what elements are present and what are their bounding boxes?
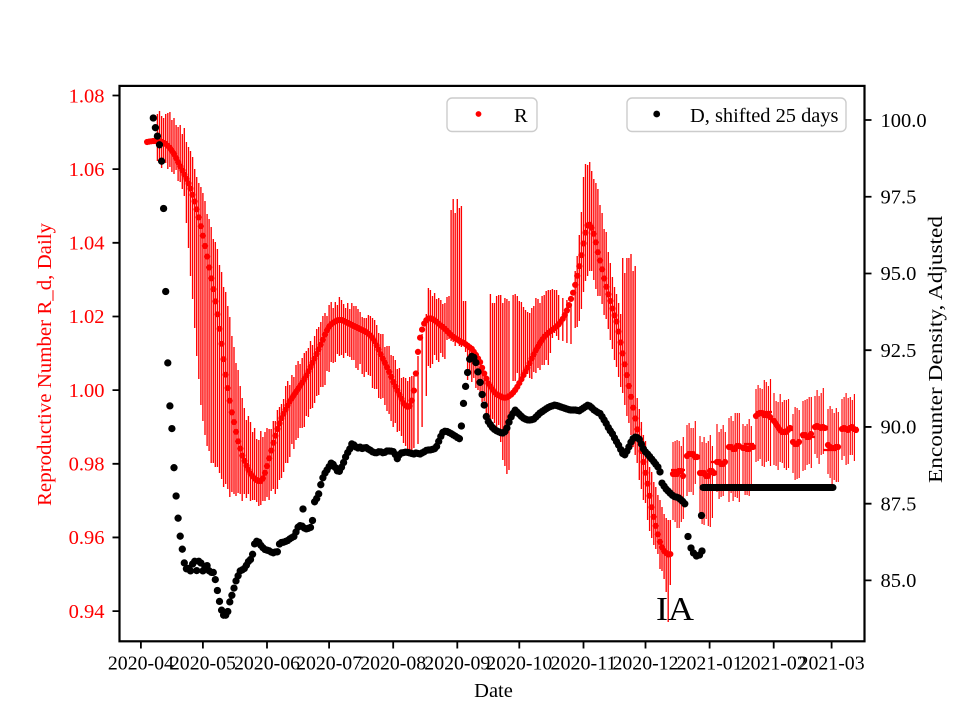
svg-text:2021-03: 2021-03 — [799, 653, 865, 675]
svg-text:2020-04: 2020-04 — [108, 653, 174, 675]
svg-text:IA: IA — [656, 591, 694, 628]
svg-text:1.08: 1.08 — [69, 85, 105, 107]
svg-text:87.5: 87.5 — [881, 493, 917, 515]
svg-text:Date: Date — [474, 680, 513, 702]
svg-text:2020-11: 2020-11 — [551, 653, 617, 675]
svg-text:2020-07: 2020-07 — [296, 653, 362, 675]
svg-text:2020-05: 2020-05 — [170, 653, 236, 675]
svg-text:0.98: 0.98 — [69, 454, 105, 476]
svg-text:2021-01: 2021-01 — [677, 653, 743, 675]
svg-text:90.0: 90.0 — [881, 417, 917, 439]
svg-text:85.0: 85.0 — [881, 570, 917, 592]
svg-text:92.5: 92.5 — [881, 340, 917, 362]
svg-text:2020-06: 2020-06 — [234, 653, 300, 675]
svg-text:2020-12: 2020-12 — [613, 653, 679, 675]
svg-text:1.04: 1.04 — [69, 233, 105, 255]
svg-text:2020-10: 2020-10 — [486, 653, 552, 675]
svg-text:2020-09: 2020-09 — [424, 653, 490, 675]
svg-text:0.94: 0.94 — [69, 601, 105, 623]
svg-text:100.0: 100.0 — [881, 110, 927, 132]
svg-text:Reproductive Number R_d, Daily: Reproductive Number R_d, Daily — [34, 222, 56, 506]
svg-text:2021-02: 2021-02 — [741, 653, 807, 675]
svg-text:1.00: 1.00 — [69, 380, 105, 402]
svg-text:Encounter Density, Adjusted: Encounter Density, Adjusted — [925, 216, 947, 483]
svg-text:1.02: 1.02 — [69, 306, 105, 328]
svg-text:D, shifted 25 days: D, shifted 25 days — [690, 105, 839, 127]
svg-text:1.06: 1.06 — [69, 159, 105, 181]
svg-text:R: R — [514, 105, 528, 127]
svg-text:2020-08: 2020-08 — [360, 653, 426, 675]
svg-text:0.96: 0.96 — [69, 527, 105, 549]
svg-text:97.5: 97.5 — [881, 186, 917, 208]
svg-text:95.0: 95.0 — [881, 263, 917, 285]
